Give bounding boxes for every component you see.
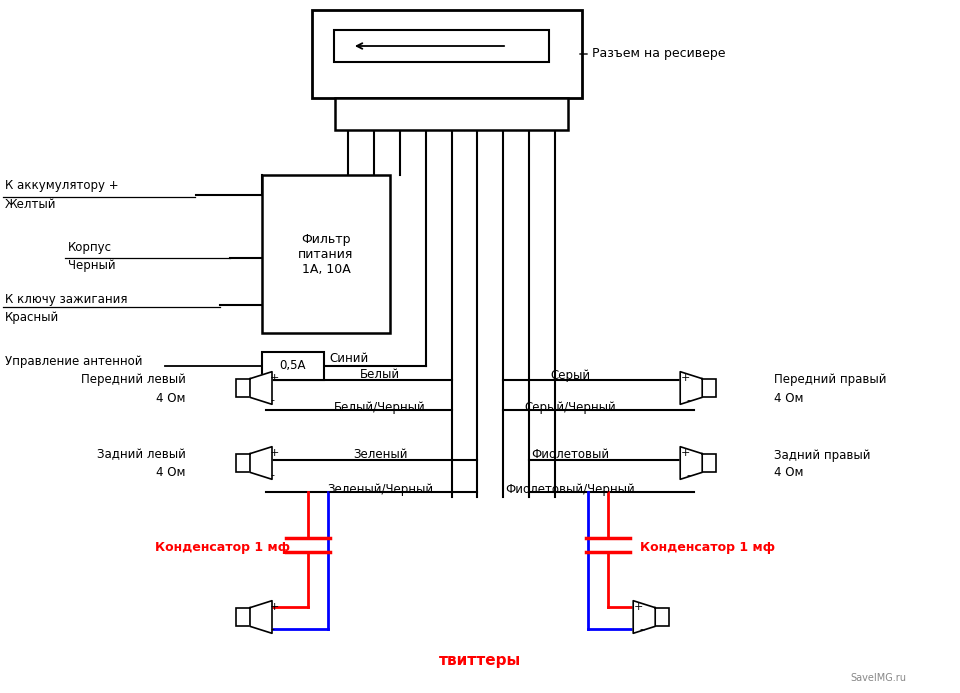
Bar [262,352,324,380]
Text: -: - [270,395,274,405]
Polygon shape [250,447,272,480]
Bar [335,98,568,130]
Text: Зеленый/Черный: Зеленый/Черный [327,484,433,496]
Bar [702,378,716,397]
Text: 4 Ом: 4 Ом [774,392,804,405]
Text: 4 Ом: 4 Ом [156,392,186,405]
Text: Задний правый: Задний правый [774,448,871,462]
Text: -: - [639,624,643,634]
Text: +: + [681,373,690,383]
Text: 4 Ом: 4 Ом [774,466,804,480]
Text: Конденсатор 1 мф: Конденсатор 1 мф [640,541,775,554]
Polygon shape [681,447,702,480]
Bar [236,608,250,626]
Text: 4 Ом: 4 Ом [156,466,186,480]
Polygon shape [250,371,272,404]
Text: Желтый: Желтый [5,198,57,211]
Text: +: + [681,448,690,458]
Text: Передний левый: Передний левый [82,374,186,387]
Text: 0,5А: 0,5А [279,360,306,373]
Text: Разъем на ресивере: Разъем на ресивере [592,48,726,60]
Text: SaveIMG.ru: SaveIMG.ru [850,673,906,683]
Text: твиттеры: твиттеры [439,653,521,667]
Bar [655,608,669,626]
Text: +: + [270,448,279,458]
Bar [702,454,716,473]
Text: -: - [686,470,690,480]
Text: +: + [270,602,279,612]
Text: Конденсатор 1 мф: Конденсатор 1 мф [155,541,290,554]
Bar [262,175,390,333]
Bar [236,378,250,397]
Text: К аккумулятору +: К аккумулятору + [5,179,119,193]
Text: Фиолетовый/Черный: Фиолетовый/Черный [505,484,635,496]
Text: К ключу зажигания: К ключу зажигания [5,294,128,306]
Text: Фиолетовый: Фиолетовый [531,448,609,462]
Text: -: - [270,624,274,634]
Text: Задний левый: Задний левый [97,448,186,462]
Text: -: - [270,470,274,480]
Text: Красный: Красный [5,310,60,324]
Text: Синий: Синий [329,351,369,365]
Text: Черный: Черный [68,258,115,272]
Text: +: + [270,373,279,383]
Text: Белый: Белый [360,369,400,382]
Bar [312,10,582,98]
Text: Фильтр
питания
1А, 10А: Фильтр питания 1А, 10А [299,232,353,276]
Text: Управление антенной: Управление антенной [5,356,142,369]
Text: Серый/Черный: Серый/Черный [524,401,616,414]
Text: Передний правый: Передний правый [774,374,886,387]
Text: +: + [634,602,643,612]
Text: Корпус: Корпус [68,240,112,254]
Polygon shape [681,371,702,404]
Text: Серый: Серый [550,369,590,382]
Polygon shape [634,601,655,633]
Bar [334,30,549,62]
Text: Белый/Черный: Белый/Черный [334,401,426,414]
Bar [236,454,250,473]
Text: Зеленый: Зеленый [352,448,407,462]
Polygon shape [250,601,272,633]
Text: -: - [686,395,690,405]
